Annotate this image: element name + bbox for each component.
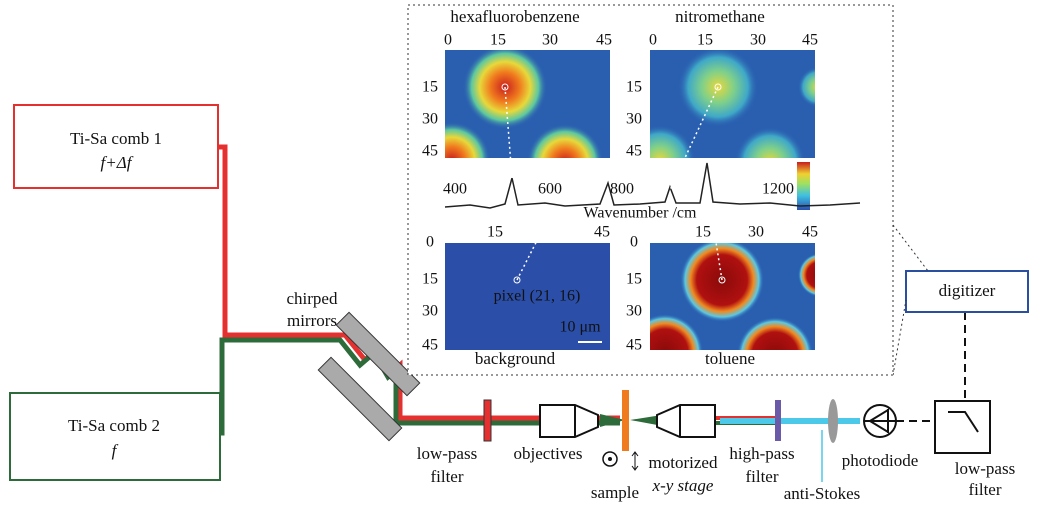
- label: filter: [430, 467, 463, 486]
- label: sample: [591, 483, 639, 502]
- tick-label: 0: [649, 32, 657, 49]
- label: anti-Stokes: [784, 484, 861, 503]
- tick-label: 0: [426, 234, 434, 251]
- tick-label: 30: [422, 111, 438, 128]
- tick-label: 30: [748, 224, 764, 241]
- tick-label: 15: [626, 79, 642, 96]
- laser-box: [10, 393, 220, 480]
- label: mirrors: [287, 311, 337, 330]
- setup-diagram: Ti-Sa comb 1 f+Δf Ti-Sa comb 2 f chirped…: [0, 0, 1040, 510]
- tick-label: 0: [630, 234, 638, 251]
- panel-title: background: [475, 349, 556, 368]
- panel-title: nitromethane: [675, 7, 765, 26]
- tick-label: 45: [422, 143, 438, 160]
- tick-label: 45: [802, 32, 818, 49]
- zoom-line: [893, 225, 928, 271]
- laser-frequency: f+Δf: [101, 153, 134, 172]
- objective: [657, 405, 715, 437]
- axis-label: Wavenumber /cm: [584, 205, 697, 222]
- label: chirped: [287, 289, 338, 308]
- tick-label: 30: [626, 111, 642, 128]
- label: motorized: [649, 453, 718, 472]
- tick-label: 30: [542, 32, 558, 49]
- lens: [828, 399, 838, 443]
- objective: [540, 405, 598, 437]
- tick-label: 45: [422, 337, 438, 354]
- tick-label: 0: [444, 32, 452, 49]
- tick-label: 45: [594, 224, 610, 241]
- tick-label: 15: [697, 32, 713, 49]
- filter: [484, 400, 491, 441]
- tick-label: 45: [626, 143, 642, 160]
- axis-symbol: [608, 457, 612, 461]
- tick-label: 45: [802, 224, 818, 241]
- filter-box: [935, 401, 990, 453]
- tick-label: 45: [626, 337, 642, 354]
- tick-label: 30: [422, 303, 438, 320]
- tick-label: 400: [443, 181, 467, 198]
- label: filter: [745, 467, 778, 486]
- tick-label: 800: [610, 181, 634, 198]
- label: low-pass: [417, 444, 477, 463]
- tick-label: 30: [750, 32, 766, 49]
- tick-label: 15: [487, 224, 503, 241]
- tick-label: 15: [490, 32, 506, 49]
- sample: [622, 390, 629, 451]
- tick-label: 1200: [762, 181, 794, 198]
- scale-label: 10 μm: [559, 319, 601, 336]
- tick-label: 600: [538, 181, 562, 198]
- panel-title: toluene: [705, 349, 755, 368]
- panel-title: hexafluorobenzene: [450, 7, 579, 26]
- label: photodiode: [842, 451, 919, 470]
- label: high-pass: [729, 444, 794, 463]
- tick-label: 30: [626, 303, 642, 320]
- tick-label: 15: [695, 224, 711, 241]
- label: objectives: [514, 444, 583, 463]
- tick-label: 45: [596, 32, 612, 49]
- label: x-y stage: [652, 476, 714, 495]
- laser-name: Ti-Sa comb 1: [70, 129, 162, 148]
- label: low-pass: [955, 459, 1015, 478]
- label: filter: [968, 480, 1001, 499]
- arrow: [632, 452, 638, 470]
- zoom-line: [893, 300, 906, 375]
- colorbar: [797, 162, 810, 210]
- tick-label: 15: [422, 79, 438, 96]
- tick-label: 15: [422, 271, 438, 288]
- label: digitizer: [939, 281, 996, 300]
- annotation: pixel (21, 16): [494, 288, 581, 305]
- filter: [775, 400, 781, 441]
- laser-name: Ti-Sa comb 2: [68, 416, 160, 435]
- tick-label: 15: [626, 271, 642, 288]
